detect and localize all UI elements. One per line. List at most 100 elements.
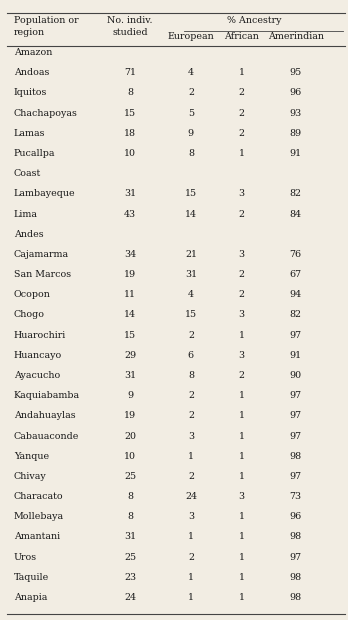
Text: 4: 4 [188,290,194,299]
Text: 3: 3 [238,492,245,501]
Text: 1: 1 [188,573,194,582]
Text: 34: 34 [124,250,136,259]
Text: 10: 10 [124,149,136,158]
Text: 1: 1 [188,593,194,602]
Text: 3: 3 [188,512,194,521]
Text: % Ancestry: % Ancestry [227,16,282,25]
Text: 2: 2 [239,371,245,380]
Text: 9: 9 [188,129,194,138]
Text: 97: 97 [290,432,302,441]
Text: European: European [167,32,214,42]
Text: 1: 1 [239,552,245,562]
Text: 15: 15 [185,189,197,198]
Text: 84: 84 [290,210,302,219]
Text: Yanque: Yanque [14,452,49,461]
Text: Andes: Andes [14,230,44,239]
Text: 2: 2 [239,108,245,118]
Text: Kaquiabamba: Kaquiabamba [14,391,80,400]
Text: 24: 24 [185,492,197,501]
Text: 3: 3 [238,189,245,198]
Text: 2: 2 [239,129,245,138]
Text: Uros: Uros [14,552,37,562]
Text: 31: 31 [185,270,197,279]
Text: 2: 2 [239,290,245,299]
Text: 8: 8 [127,89,133,97]
Text: 1: 1 [239,68,245,78]
Text: Chachapoyas: Chachapoyas [14,108,78,118]
Text: 1: 1 [239,593,245,602]
Text: African: African [224,32,259,42]
Text: 1: 1 [239,472,245,481]
Text: 1: 1 [239,432,245,441]
Text: 1: 1 [239,330,245,340]
Text: 67: 67 [290,270,302,279]
Text: Coast: Coast [14,169,41,178]
Text: Andoas: Andoas [14,68,49,78]
Text: 97: 97 [290,412,302,420]
Text: 31: 31 [124,533,136,541]
Text: 15: 15 [185,311,197,319]
Text: 2: 2 [239,270,245,279]
Text: Lima: Lima [14,210,38,219]
Text: 1: 1 [239,512,245,521]
Text: 98: 98 [290,452,302,461]
Text: 1: 1 [239,412,245,420]
Text: Amantani: Amantani [14,533,60,541]
Text: 1: 1 [239,452,245,461]
Text: 6: 6 [188,351,194,360]
Text: Lamas: Lamas [14,129,45,138]
Text: 8: 8 [188,371,194,380]
Text: 18: 18 [124,129,136,138]
Text: 76: 76 [290,250,302,259]
Text: 96: 96 [290,512,302,521]
Text: 89: 89 [290,129,302,138]
Text: 19: 19 [124,270,136,279]
Text: Huancayo: Huancayo [14,351,62,360]
Text: 19: 19 [124,412,136,420]
Text: 1: 1 [188,533,194,541]
Text: 20: 20 [124,432,136,441]
Text: 97: 97 [290,472,302,481]
Text: 82: 82 [290,311,302,319]
Text: San Marcos: San Marcos [14,270,71,279]
Text: Chivay: Chivay [14,472,47,481]
Text: Ocopon: Ocopon [14,290,50,299]
Text: 98: 98 [290,533,302,541]
Text: Mollebaya: Mollebaya [14,512,64,521]
Text: 2: 2 [239,210,245,219]
Text: 2: 2 [188,391,194,400]
Text: 3: 3 [188,432,194,441]
Text: 98: 98 [290,593,302,602]
Text: Cabauaconde: Cabauaconde [14,432,79,441]
Text: 2: 2 [188,412,194,420]
Text: 98: 98 [290,573,302,582]
Text: 2: 2 [188,89,194,97]
Text: Lambayeque: Lambayeque [14,189,75,198]
Text: 2: 2 [239,89,245,97]
Text: 1: 1 [239,391,245,400]
Text: 25: 25 [124,552,136,562]
Text: 23: 23 [124,573,136,582]
Text: Andahuaylas: Andahuaylas [14,412,75,420]
Text: Huarochiri: Huarochiri [14,330,66,340]
Text: 97: 97 [290,391,302,400]
Text: 82: 82 [290,189,302,198]
Text: 11: 11 [124,290,136,299]
Text: 8: 8 [127,512,133,521]
Text: 15: 15 [124,108,136,118]
Text: 3: 3 [238,351,245,360]
Text: 1: 1 [239,149,245,158]
Text: 90: 90 [290,371,302,380]
Text: 31: 31 [124,189,136,198]
Text: 2: 2 [188,330,194,340]
Text: 8: 8 [188,149,194,158]
Text: 14: 14 [185,210,197,219]
Text: 3: 3 [238,311,245,319]
Text: 73: 73 [290,492,302,501]
Text: Amerindian: Amerindian [268,32,324,42]
Text: 2: 2 [188,552,194,562]
Text: Amazon: Amazon [14,48,52,57]
Text: 24: 24 [124,593,136,602]
Text: 91: 91 [290,351,302,360]
Text: 97: 97 [290,552,302,562]
